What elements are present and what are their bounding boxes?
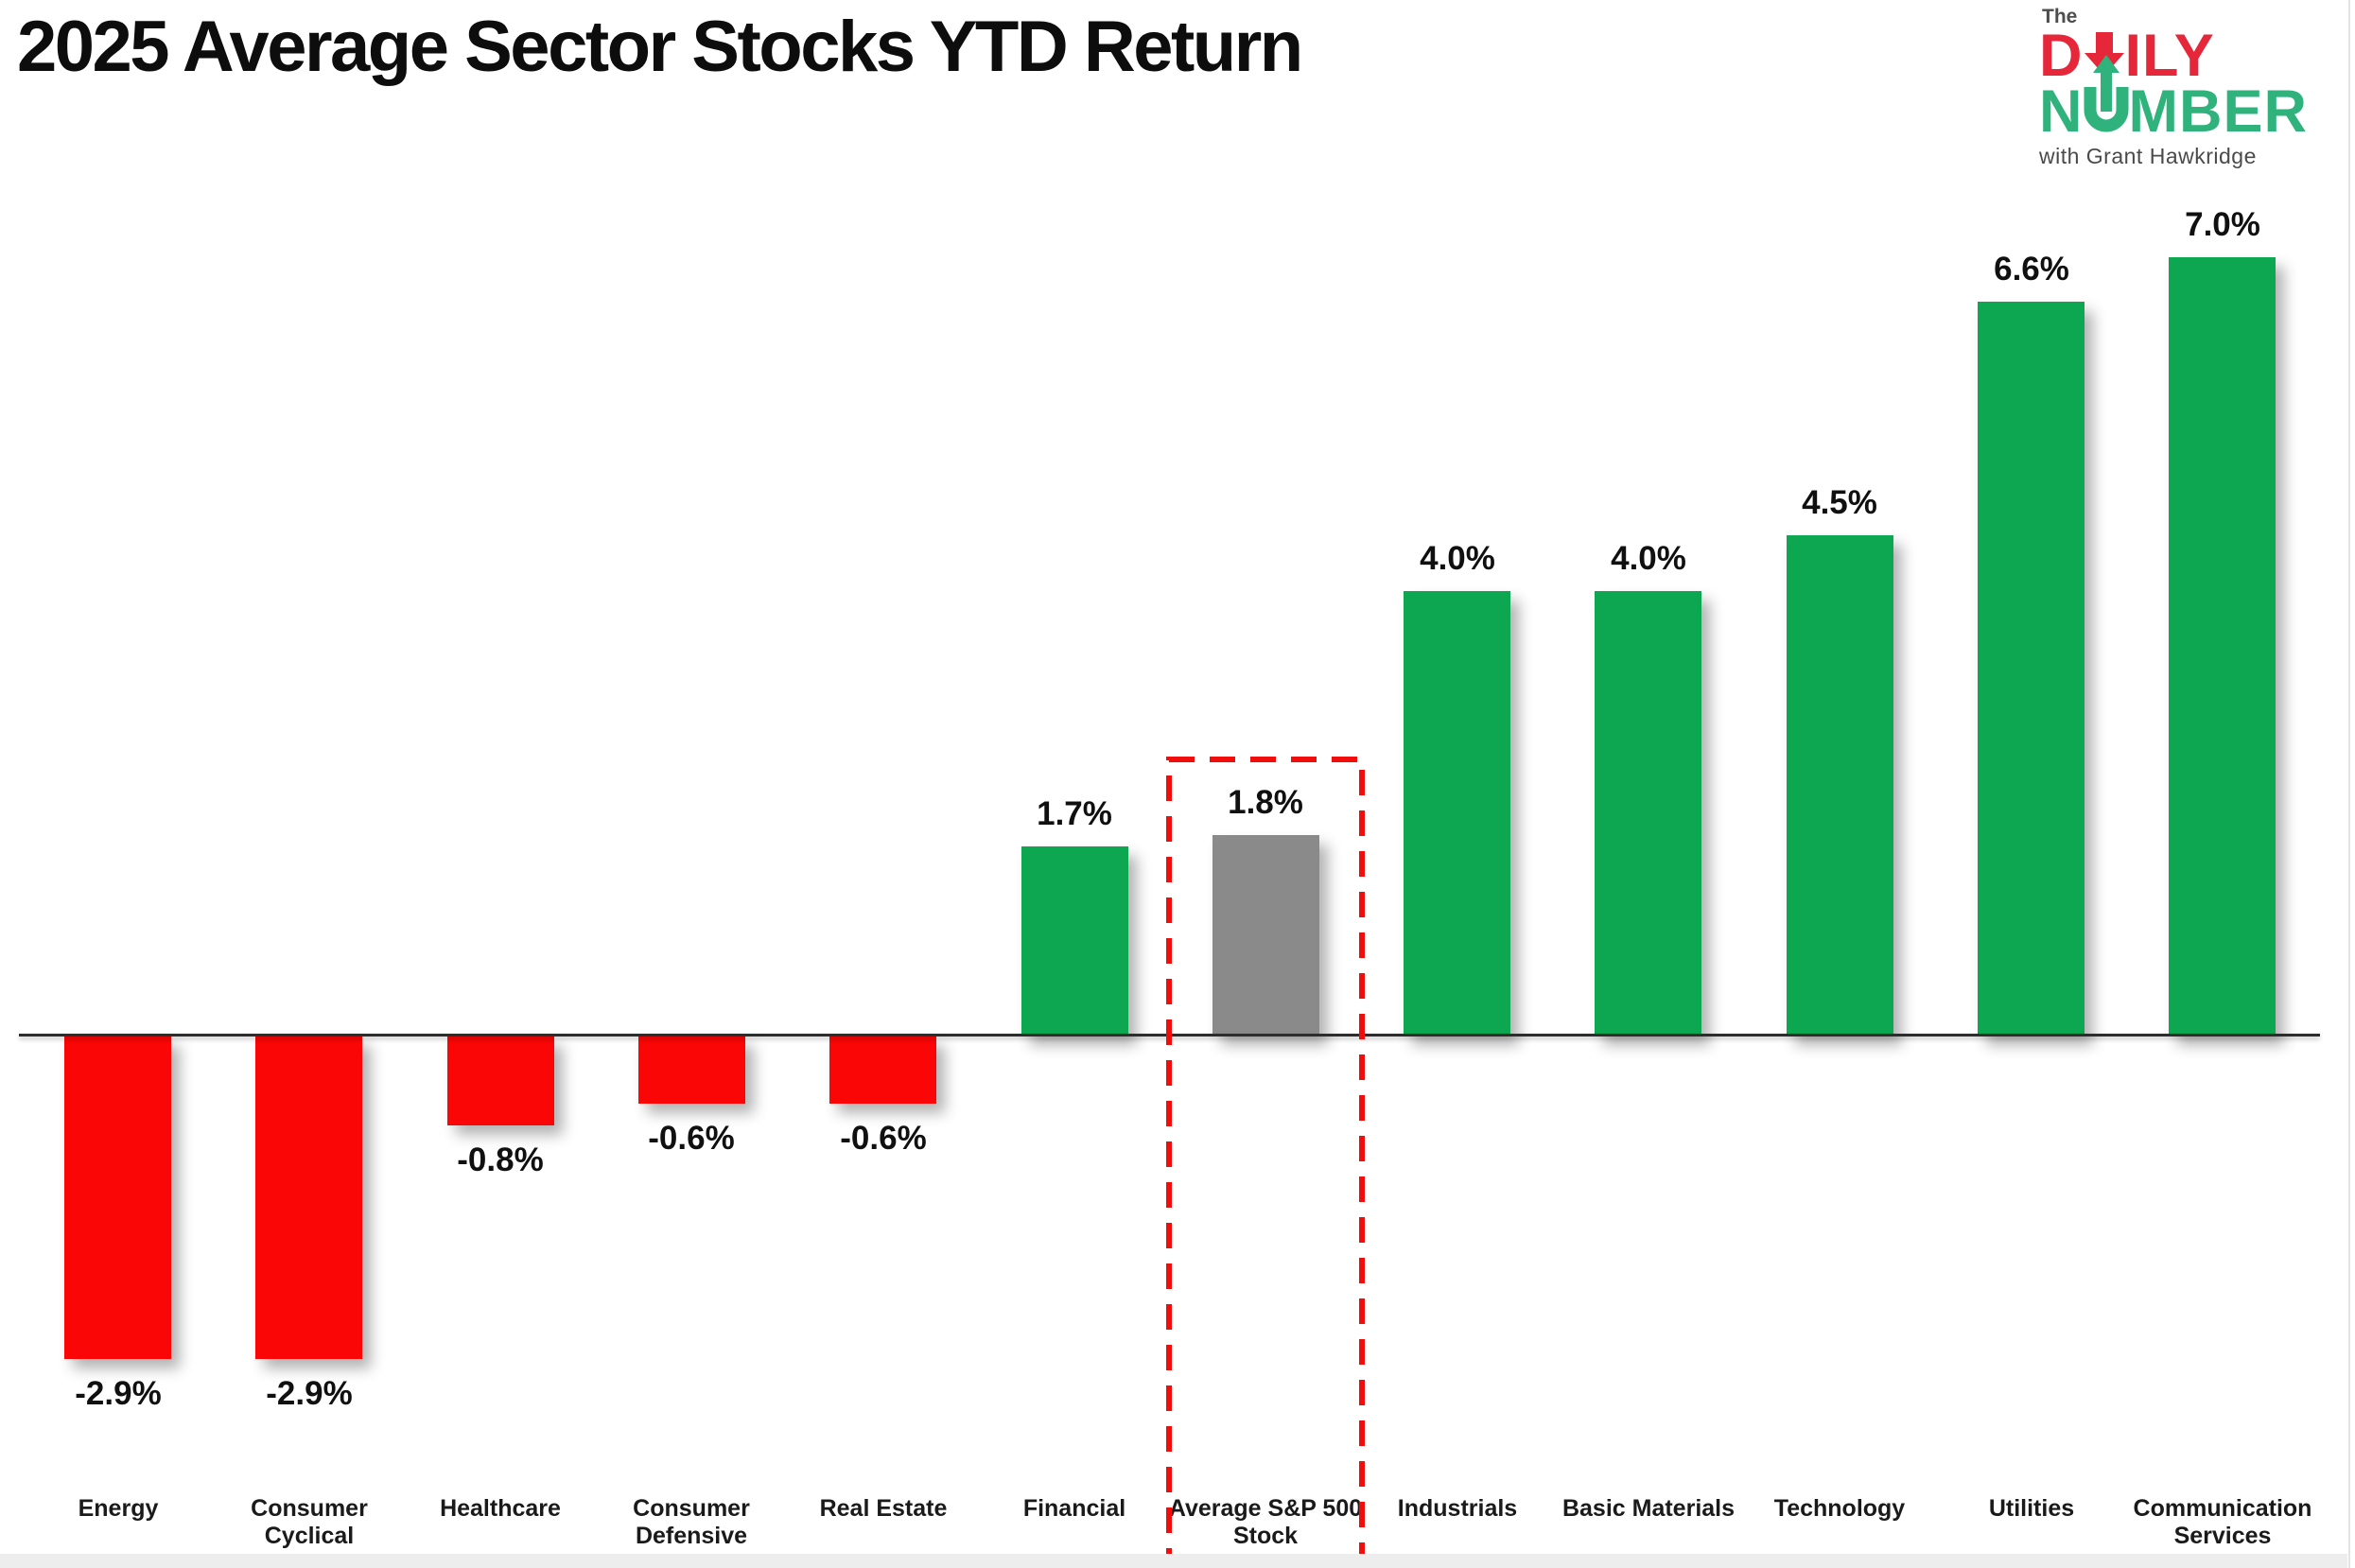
value-label-consumer-cyclical: -2.9% bbox=[266, 1375, 353, 1412]
bar-consumer-defensive bbox=[638, 1037, 745, 1104]
bar-consumer-cyclical bbox=[255, 1037, 362, 1359]
right-edge-line bbox=[2348, 0, 2350, 1568]
value-label-communication-services: 7.0% bbox=[2185, 206, 2260, 243]
category-label-healthcare: Healthcare bbox=[440, 1495, 561, 1522]
category-label-technology: Technology bbox=[1773, 1495, 1906, 1522]
down-arrow-icon bbox=[2084, 32, 2125, 76]
value-label-energy: -2.9% bbox=[75, 1375, 162, 1412]
value-label-industrials: 4.0% bbox=[1420, 540, 1495, 577]
value-label-healthcare: -0.8% bbox=[457, 1141, 544, 1178]
category-label-consumer-defensive: Consumer Defensive bbox=[633, 1495, 750, 1549]
category-label-utilities: Utilities bbox=[1988, 1495, 2075, 1522]
bar-real-estate bbox=[829, 1037, 936, 1104]
bar-financial bbox=[1021, 846, 1128, 1036]
daily-number-logo: The D ILY N MBER with Grant Hawkridge bbox=[2039, 6, 2355, 169]
value-label-technology: 4.5% bbox=[1802, 484, 1877, 521]
logo-the-text: The bbox=[2042, 6, 2078, 27]
bar-basic-materials bbox=[1595, 591, 1701, 1036]
value-label-financial: 1.7% bbox=[1037, 795, 1112, 832]
category-label-financial: Financial bbox=[1022, 1495, 1126, 1522]
category-label-basic-materials: Basic Materials bbox=[1561, 1495, 1736, 1522]
category-label-average-s-p-500-stock: Average S&P 500 Stock bbox=[1168, 1495, 1363, 1549]
bar-industrials bbox=[1404, 591, 1510, 1036]
value-label-basic-materials: 4.0% bbox=[1611, 540, 1686, 577]
bar-utilities bbox=[1978, 302, 2085, 1036]
bar-technology bbox=[1787, 535, 1893, 1036]
category-label-industrials: Industrials bbox=[1397, 1495, 1518, 1522]
chart-title: 2025 Average Sector Stocks YTD Return bbox=[17, 7, 1303, 87]
logo-tagline: with Grant Hawkridge bbox=[2039, 144, 2257, 168]
value-label-average-s-p-500-stock: 1.8% bbox=[1228, 784, 1303, 821]
logo-number-text: N MBER bbox=[2039, 55, 2355, 142]
bar-energy bbox=[64, 1037, 171, 1359]
bottom-strip bbox=[0, 1554, 2347, 1568]
logo-daily-text: D ILY bbox=[2039, 23, 2215, 89]
value-label-utilities: 6.6% bbox=[1994, 251, 2069, 287]
bar-healthcare bbox=[447, 1037, 554, 1125]
value-label-real-estate: -0.6% bbox=[840, 1120, 927, 1157]
up-arrow-icon bbox=[2084, 55, 2129, 132]
category-label-real-estate: Real Estate bbox=[819, 1495, 948, 1522]
bar-communication-services bbox=[2169, 257, 2276, 1036]
category-label-communication-services: Communication Services bbox=[2133, 1495, 2312, 1549]
highlight-dashed-box bbox=[1166, 757, 1365, 1566]
category-label-consumer-cyclical: Consumer Cyclical bbox=[251, 1495, 368, 1549]
category-label-energy: Energy bbox=[78, 1495, 159, 1522]
value-label-consumer-defensive: -0.6% bbox=[648, 1120, 735, 1157]
bar-average-s-p-500-stock bbox=[1212, 835, 1319, 1036]
